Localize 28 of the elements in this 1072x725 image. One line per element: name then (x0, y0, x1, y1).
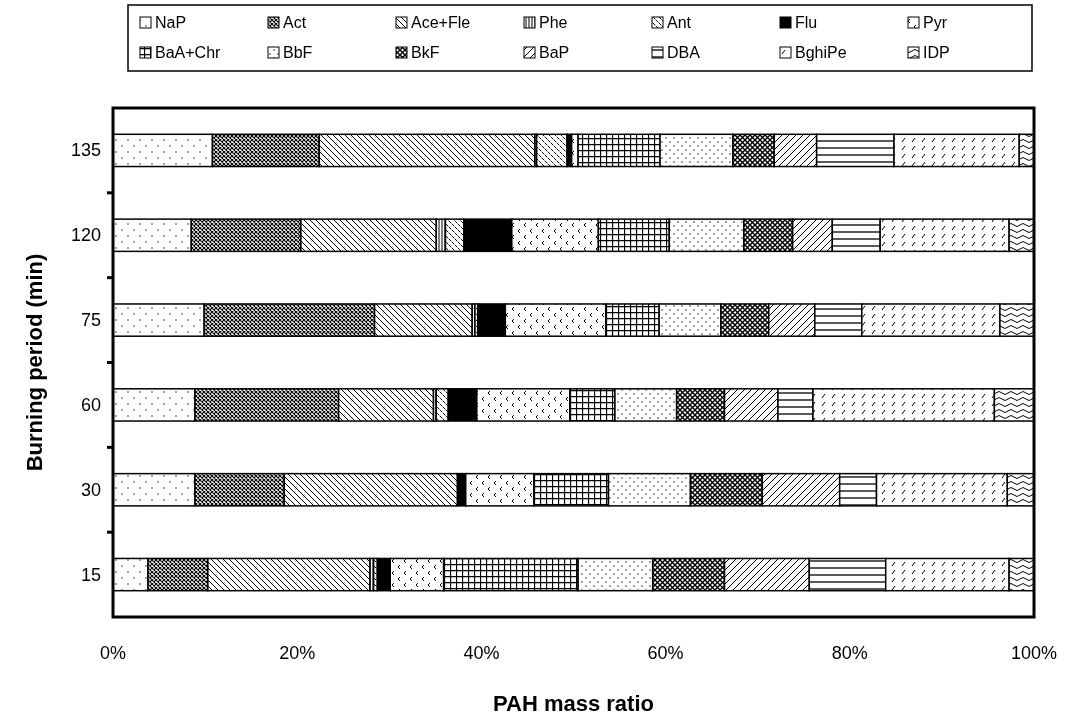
y-tick-label: 15 (80, 564, 101, 585)
y-tick-label: 135 (70, 140, 101, 161)
x-tick-label: 100% (1010, 643, 1058, 663)
y-tick-label: 30 (80, 479, 101, 500)
y-tick-label: 120 (70, 225, 101, 246)
y-axis-title: Burning period (min) (22, 253, 47, 472)
y-tick-label: 75 (80, 310, 101, 331)
x-axis-title: PAH mass ratio (493, 691, 654, 716)
x-tick-label: 0% (99, 643, 127, 663)
legend-label: BaP (539, 44, 570, 61)
legend-label: Ant (667, 14, 692, 31)
legend-label: IDP (923, 44, 950, 61)
legend-label: BaA+Chr (155, 44, 222, 61)
legend-label: Pyr (923, 14, 948, 31)
legend-label: NaP (155, 14, 187, 31)
x-tick-label: 80% (831, 643, 868, 663)
x-tick-label: 40% (463, 643, 500, 663)
legend-label: DBA (667, 44, 701, 61)
legend-label: Ace+Fle (411, 14, 471, 31)
x-tick-label: 60% (647, 643, 684, 663)
legend-label: BbF (283, 44, 313, 61)
y-tick-label: 60 (80, 394, 101, 415)
legend-label: BghiPe (795, 44, 847, 61)
legend-label: Phe (539, 14, 568, 31)
legend-label: Flu (795, 14, 818, 31)
legend-label: Act (283, 14, 307, 31)
x-tick-label: 20% (279, 643, 316, 663)
legend-label: BkF (411, 44, 440, 61)
